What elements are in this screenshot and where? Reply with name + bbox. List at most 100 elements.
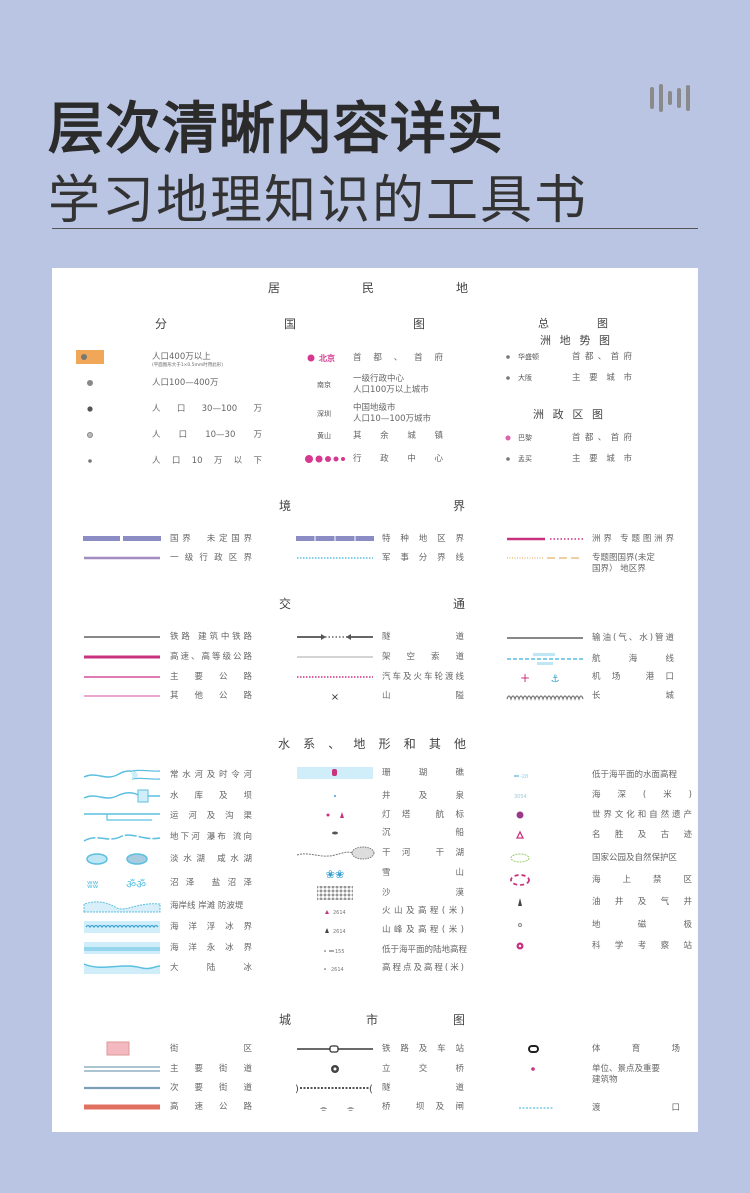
ferry-icon — [519, 1107, 553, 1109]
place-name-sample: 深圳 — [317, 410, 331, 418]
place-name-sample: 巴黎 — [518, 434, 532, 442]
legend-label: 井及泉 — [382, 791, 464, 802]
snow-icon: ❀❀ — [326, 868, 344, 881]
admin-dots-icon — [305, 455, 345, 463]
underground-icon — [83, 834, 161, 842]
legend-label-text: 人口100—400万 — [152, 377, 219, 388]
legend-label-text: 铁路及车站 — [382, 1043, 464, 1054]
perm-ice-icon — [84, 942, 160, 954]
svg-text:-28: -28 — [520, 774, 528, 780]
section-heading: 总图 — [538, 317, 608, 330]
legend-label-text: 特种地区界 — [382, 533, 464, 544]
svg-text:(: ( — [369, 1084, 373, 1095]
rail-station-icon — [297, 1045, 373, 1053]
legend-label: 铁路 建筑中铁路 — [170, 632, 252, 643]
legend-label: 渡口 — [592, 1103, 680, 1114]
legend-label: 洲界 专题图洲界 — [592, 534, 674, 545]
legend-label: 国家公园及自然保护区 — [592, 853, 692, 864]
legend-label: 科学考察站 — [592, 941, 692, 952]
lighthouse-icon — [326, 812, 344, 818]
pass-icon: × — [331, 692, 339, 703]
lakes-icon — [86, 853, 148, 865]
legend-label-text: 火山及高程(米) — [382, 905, 464, 916]
continent-border-icon — [507, 537, 583, 541]
svg-text:2614: 2614 — [333, 910, 346, 916]
legend-label-text: 隧道 — [382, 631, 464, 642]
water-below-icon: -28 — [514, 774, 528, 780]
legend-label-text: 次要街道 — [170, 1082, 252, 1093]
legend-label-text: 一级行政区界 — [170, 552, 252, 563]
legend-label-text: 世界文化和自然遗产 — [592, 809, 692, 820]
dot-magenta-icon — [505, 435, 511, 441]
peak-icon: 2614 — [325, 928, 346, 935]
street-minor-icon — [84, 1086, 160, 1090]
dot-s-icon — [88, 459, 92, 463]
legend-label-text: 人口10—30万 — [152, 429, 262, 440]
reef-icon — [297, 767, 373, 779]
legend-label-text: 主要城市 — [572, 453, 632, 464]
heritage-icon — [516, 811, 524, 819]
legend-label-text: 机场 港口 — [592, 671, 674, 682]
legend-label-text: 单位、景点及重要 建筑物 — [592, 1063, 661, 1085]
place-name-sample: 北京 — [319, 354, 335, 363]
legend-label-text: 名胜及古迹 — [592, 829, 692, 840]
legend-label: 高速公路 — [170, 1102, 252, 1113]
legend-label: 人口10万以下 — [152, 456, 262, 467]
line-magenta-icon — [84, 655, 160, 659]
legend-label-text: 街区 — [170, 1043, 252, 1054]
park-icon — [510, 853, 530, 863]
legend-label: 国界 未定国界 — [170, 534, 252, 545]
legend-label-text: 首都、首府 — [353, 352, 443, 363]
legend-label: 隧道 — [382, 1083, 464, 1094]
place-name-sample: 孟买 — [518, 455, 532, 463]
legend-label-text: 体育场 — [592, 1043, 680, 1054]
svg-text:ॐॐ: ॐॐ — [126, 878, 146, 891]
legend-label: 淡水湖 咸水湖 — [170, 854, 252, 865]
legend-label-text: 主要公路 — [170, 671, 252, 682]
legend-label: 长城 — [592, 691, 674, 702]
legend-label-text: 高程点及高程(米) — [382, 962, 464, 973]
legend-label-text: 军事分界线 — [382, 552, 464, 563]
legend-label: 输油(气、水)管道 — [592, 633, 674, 644]
legend-label: 低于海平面的水面高程 — [592, 770, 692, 781]
legend-label-text: 渡口 — [592, 1102, 680, 1113]
legend-label-text: 长城 — [592, 690, 674, 701]
dotted-magenta-icon — [297, 676, 373, 678]
urban-area-icon — [76, 350, 104, 364]
section-heading: 居民地 — [268, 281, 468, 295]
dot-l-icon — [87, 380, 93, 386]
dot-m-icon — [87, 406, 93, 412]
spot-height-icon: 2614 — [324, 967, 344, 973]
line-gray-icon — [84, 636, 160, 638]
legend-label: 一级行政中心 人口100万以上城市 — [353, 374, 443, 396]
legend-label-text: 常水河及时令河 — [170, 769, 252, 780]
legend-label-text: 行政中心 — [353, 453, 443, 464]
legend-label: 人口30—100万 — [152, 404, 262, 415]
legend-label: 人口400万以上 (平面图形大于1×0.5mm时用此形) — [152, 352, 262, 369]
legend-label: 桥 坝及闸 — [382, 1102, 464, 1113]
legend-label: 军事分界线 — [382, 553, 464, 564]
legend-label: 油井及气井 — [592, 897, 692, 908]
city-tunnel-icon: )( — [295, 1084, 373, 1095]
legend-label: 灯塔 航标 — [382, 810, 464, 821]
street-main-icon — [84, 1066, 160, 1072]
legend-label: 次要街道 — [170, 1083, 252, 1094]
line-pink-icon — [84, 676, 160, 678]
section-heading: 城市图 — [279, 1013, 465, 1027]
wall-icon — [506, 695, 584, 701]
volcano-icon: 2614 — [325, 910, 346, 916]
section-heading: 洲地势图 — [540, 334, 610, 347]
place-name-sample: 南京 — [317, 381, 331, 389]
line-gray-icon — [507, 637, 583, 639]
place-name-sample: 大阪 — [518, 374, 532, 382]
legend-label: 高速、高等级公路 — [170, 652, 252, 663]
page-subtitle: 学习地理知识的工具书 — [48, 171, 589, 231]
section-heading: 境界 — [279, 499, 465, 513]
legend-label-text: 地下河 瀑布 流向 — [170, 831, 252, 842]
legend-label: 首都、首府 — [572, 352, 632, 363]
svg-text:⌯: ⌯ — [347, 1104, 355, 1114]
svg-text:): ) — [295, 1084, 299, 1095]
svg-text:⚓: ⚓ — [551, 674, 560, 685]
legend-label: 街区 — [170, 1044, 252, 1055]
legend-label-text: 其他公路 — [170, 690, 252, 701]
